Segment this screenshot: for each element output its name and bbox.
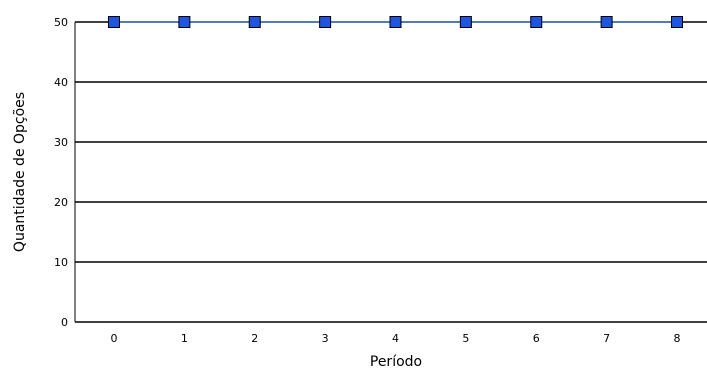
y-tick-label: 40	[54, 76, 68, 89]
data-point-marker	[319, 16, 332, 28]
x-tick-label: 3	[322, 332, 329, 345]
y-tick-label: 20	[54, 196, 68, 209]
data-point-marker	[671, 16, 683, 28]
y-axis-title: Quantidade de Opções	[12, 92, 28, 252]
data-point-marker	[600, 16, 613, 28]
data-point-marker	[459, 16, 472, 28]
x-tick-label: 6	[533, 332, 540, 345]
y-tick-label: 10	[54, 256, 68, 269]
x-tick-labels: 0 1 2 3 4 5 6 7 8	[111, 332, 681, 345]
data-point-marker	[108, 16, 120, 28]
x-axis-title: Período	[370, 354, 422, 370]
series-markers	[108, 16, 683, 28]
x-tick-label: 7	[603, 332, 610, 345]
y-tick-label: 30	[54, 136, 68, 149]
x-tick-label: 1	[181, 332, 188, 345]
y-tick-label: 50	[54, 16, 68, 29]
x-tick-label: 5	[462, 332, 469, 345]
y-tick-labels: 0 10 20 30 40 50	[54, 16, 68, 329]
data-point-marker	[389, 16, 402, 28]
x-tick-label: 0	[111, 332, 118, 345]
data-point-marker	[248, 16, 261, 28]
data-point-marker	[530, 16, 543, 28]
data-point-marker	[178, 16, 191, 28]
x-tick-label: 8	[674, 332, 681, 345]
x-tick-label: 2	[251, 332, 258, 345]
y-grid	[75, 21, 707, 323]
x-tick-label: 4	[392, 332, 399, 345]
y-tick-label: 0	[61, 316, 68, 329]
